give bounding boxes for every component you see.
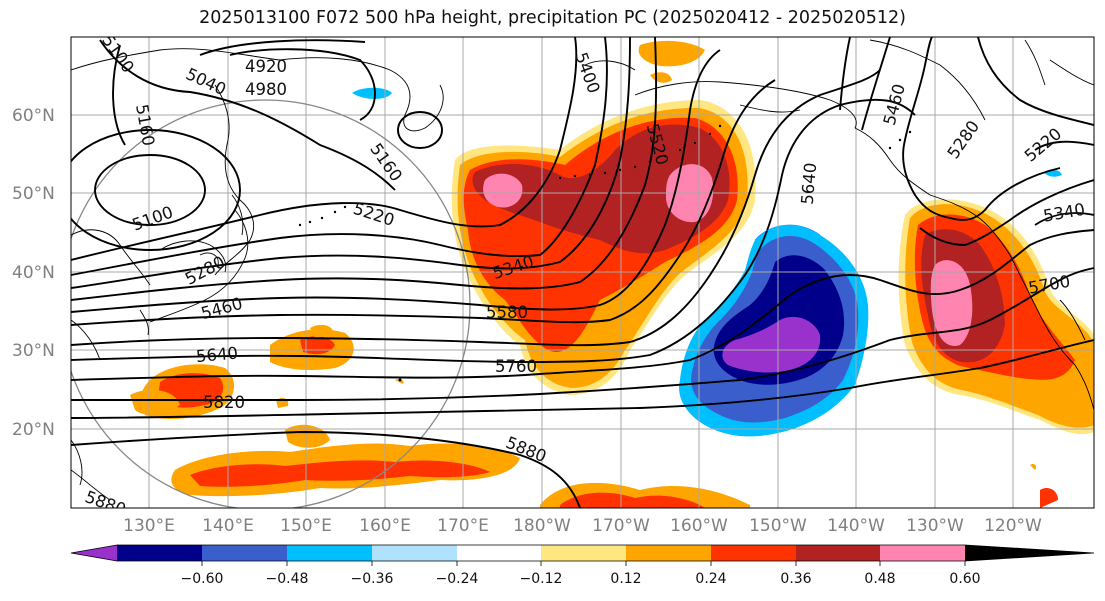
colorbar-segment [880, 545, 965, 561]
colorbar-tick: 0.12 [610, 571, 641, 587]
lon-label: 120°W [984, 516, 1042, 536]
colorbar-tick: −0.24 [436, 571, 479, 587]
colorbar-tick: 0.36 [780, 571, 811, 587]
contour-label: 4980 [245, 80, 287, 99]
map-frame [70, 36, 1095, 509]
colorbar: −0.60 −0.48 −0.36 −0.24 −0.12 0.12 0.24 … [70, 544, 1095, 587]
positive-anomaly-tropical-patches [130, 324, 750, 508]
colorbar-tick: 0.24 [695, 571, 726, 587]
colorbar-segment [202, 545, 287, 561]
contour-label: 5760 [495, 357, 537, 376]
colorbar-segment [117, 545, 202, 561]
contour-label: 5580 [486, 303, 528, 322]
colorbar-tick: −0.36 [351, 571, 394, 587]
zero-contour [754, 224, 821, 241]
contour-label: 4920 [245, 57, 287, 76]
colorbar-segment [457, 545, 541, 561]
colorbar-segment [541, 545, 626, 561]
lat-label: 30°N [12, 341, 55, 361]
lat-label: 20°N [12, 420, 55, 440]
lon-label: 160°E [359, 516, 411, 536]
lon-label: 150°W [749, 516, 807, 536]
colorbar-segment [711, 545, 796, 561]
colorbar-segment [287, 545, 372, 561]
colorbar-segment [372, 545, 457, 561]
colorbar-tick: 0.48 [864, 571, 895, 587]
colorbar-tick: −0.48 [266, 571, 309, 587]
colorbar-segment [626, 545, 711, 561]
lat-label: 50°N [12, 184, 55, 204]
lon-label: 130°W [906, 516, 964, 536]
lon-label: 130°E [123, 516, 175, 536]
lat-label: 60°N [12, 106, 55, 126]
lon-label: 160°W [670, 516, 728, 536]
map-title: 2025013100 F072 500 hPa height, precipit… [199, 8, 906, 28]
lat-label: 40°N [12, 263, 55, 283]
lon-label: 140°E [202, 516, 254, 536]
island-chain [298, 124, 912, 382]
colorbar-extend-low [71, 545, 117, 561]
colorbar-tick: −0.12 [520, 571, 563, 587]
colorbar-tick: −0.60 [181, 571, 224, 587]
contour-label: 5640 [798, 162, 821, 205]
lon-label: 180°W [513, 516, 571, 536]
lon-label: 170°W [592, 516, 650, 536]
negative-anomaly-central-pacific [352, 87, 1062, 437]
colorbar-tick: 0.60 [949, 571, 980, 587]
latitude-axis: 60°N 50°N 40°N 30°N 20°N [12, 106, 55, 440]
coastlines [71, 39, 1094, 501]
contour-label: 5820 [203, 393, 245, 412]
colorbar-segment [796, 545, 880, 561]
graticule [71, 37, 1094, 508]
longitude-axis: 130°E 140°E 150°E 160°E 170°E 180°W 170°… [123, 516, 1042, 536]
lon-label: 170°E [437, 516, 489, 536]
height-contours [71, 37, 1094, 508]
lon-label: 140°W [827, 516, 885, 536]
colorbar-extend-high [965, 545, 1094, 561]
contour-label: 5640 [195, 343, 238, 366]
lon-label: 150°E [280, 516, 332, 536]
